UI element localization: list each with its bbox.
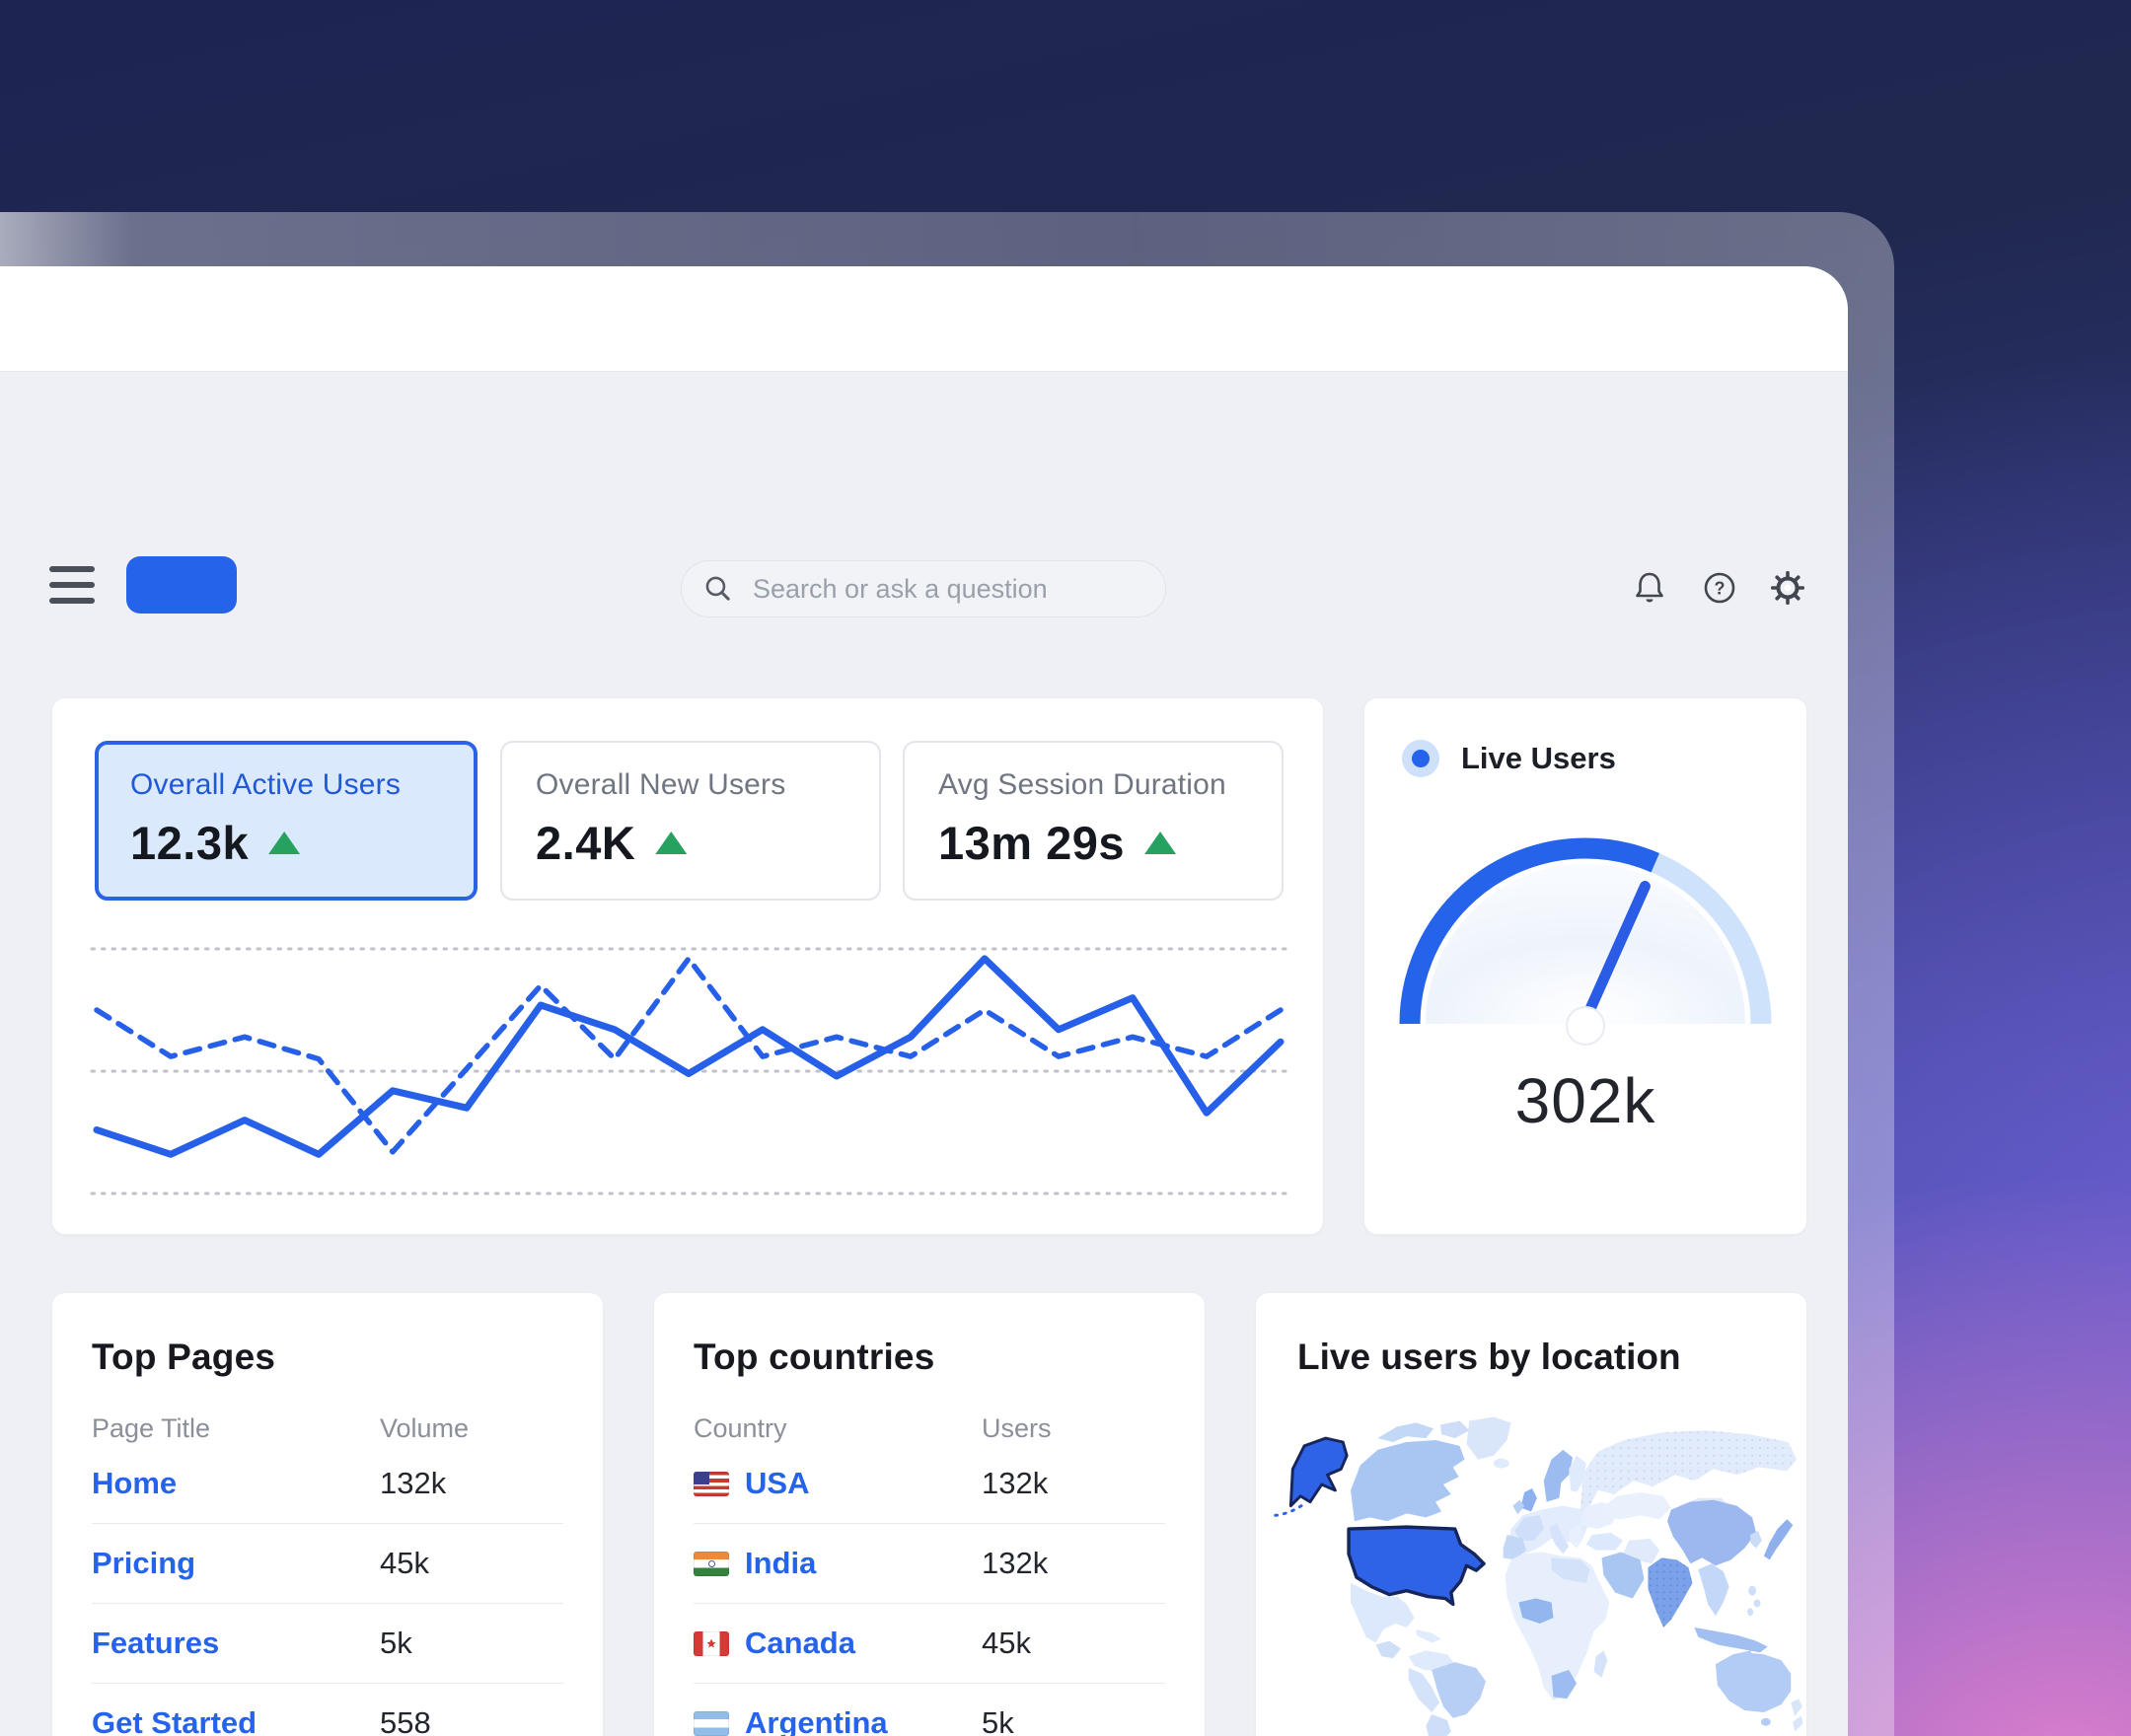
stat-value: 2.4K [536, 817, 636, 869]
gauge-needle [1580, 881, 1651, 1026]
stat-value: 12.3k [130, 817, 250, 869]
stat-value: 13m 29s [938, 817, 1126, 869]
country-link-india[interactable]: India [745, 1546, 817, 1580]
app-window: Top Pages Page Title Volume Home 132k Pr… [0, 266, 1848, 1736]
top-pages-title: Top Pages [92, 1337, 276, 1377]
search-bar[interactable] [681, 560, 1166, 617]
notifications-button[interactable] [1630, 568, 1669, 608]
flag-usa-icon [694, 1471, 729, 1496]
live-users-legend: Live Users [1364, 698, 1806, 777]
stat-label: Avg Session Duration [938, 768, 1226, 801]
flag-canada-icon [694, 1630, 729, 1656]
column-header-country: Country [694, 1413, 787, 1443]
table-row: Pricing 45k [92, 1524, 563, 1604]
top-pages-card: Top Pages Page Title Volume Home 132k Pr… [51, 1292, 604, 1736]
page-volume: 5k [380, 1626, 412, 1660]
table-row: Argentina 5k [694, 1684, 1165, 1736]
top-pages-header-row: Page Title Volume [92, 1413, 563, 1444]
table-row: USA 132k [694, 1444, 1165, 1524]
page-volume: 45k [380, 1546, 429, 1580]
page-volume: 132k [380, 1466, 447, 1500]
flag-india-icon [694, 1551, 729, 1576]
top-countries-header-row: Country Users [694, 1413, 1165, 1444]
brand-logo[interactable] [126, 556, 237, 614]
column-header-page-title: Page Title [92, 1413, 211, 1443]
help-button[interactable]: ? [1700, 568, 1739, 608]
app-header [0, 266, 1848, 372]
top-countries-title: Top countries [694, 1337, 935, 1377]
gear-icon [1771, 571, 1804, 605]
table-row: Get Started 558 [92, 1684, 563, 1736]
hamburger-menu-button[interactable] [49, 566, 95, 604]
live-users-card: Live Users [1363, 697, 1807, 1235]
country-users: 45k [982, 1626, 1031, 1660]
trend-chart [90, 947, 1287, 1195]
top-countries-card: Top countries Country Users USA 132k Ind… [653, 1292, 1206, 1736]
settings-button[interactable] [1768, 568, 1807, 608]
live-users-value: 302k [1514, 1065, 1656, 1136]
chart-series-solid [93, 955, 1285, 1158]
table-row: India 132k [694, 1524, 1165, 1604]
page-volume: 558 [380, 1705, 431, 1736]
country-link-argentina[interactable]: Argentina [745, 1705, 888, 1736]
page-link-pricing[interactable]: Pricing [92, 1546, 196, 1580]
trend-up-icon [655, 832, 688, 854]
question-circle-icon: ? [1704, 572, 1735, 604]
page-link-home[interactable]: Home [92, 1466, 178, 1500]
svg-text:?: ? [1715, 579, 1726, 599]
table-row: Canada 45k [694, 1604, 1165, 1684]
flag-argentina-icon [694, 1710, 729, 1736]
live-users-gauge [1364, 809, 1806, 1062]
stat-card-avg-session-duration[interactable]: Avg Session Duration 13m 29s [903, 741, 1284, 901]
table-row: Features 5k [92, 1604, 563, 1684]
country-users: 132k [982, 1546, 1049, 1580]
country-link-usa[interactable]: USA [745, 1466, 810, 1500]
stat-label: Overall Active Users [130, 768, 402, 801]
page-link-get-started[interactable]: Get Started [92, 1705, 257, 1736]
column-header-volume: Volume [380, 1413, 470, 1443]
world-map [1262, 1404, 1804, 1736]
stat-label: Overall New Users [536, 768, 786, 801]
stat-card-overall-new-users[interactable]: Overall New Users 2.4K [500, 741, 881, 901]
country-users: 5k [982, 1705, 1014, 1736]
search-input[interactable] [751, 572, 1145, 606]
chart-series-dashed [94, 956, 1284, 1155]
live-users-by-location-card: Live users by location [1255, 1292, 1807, 1736]
blue-dot-icon [1402, 740, 1439, 777]
country-link-canada[interactable]: Canada [745, 1626, 855, 1660]
search-icon [705, 576, 730, 601]
country-users: 132k [982, 1466, 1049, 1500]
live-users-label: Live Users [1461, 741, 1616, 775]
map-card-title: Live users by location [1297, 1337, 1681, 1377]
overview-card: Overall Active Users 12.3k Overall New U… [51, 697, 1324, 1235]
column-header-users: Users [982, 1413, 1052, 1443]
trend-up-icon [268, 832, 301, 854]
page-link-features[interactable]: Features [92, 1626, 220, 1660]
table-row: Home 132k [92, 1444, 563, 1524]
bell-icon [1636, 572, 1663, 603]
stat-card-overall-active-users[interactable]: Overall Active Users 12.3k [95, 741, 478, 901]
trend-up-icon [1144, 832, 1177, 854]
